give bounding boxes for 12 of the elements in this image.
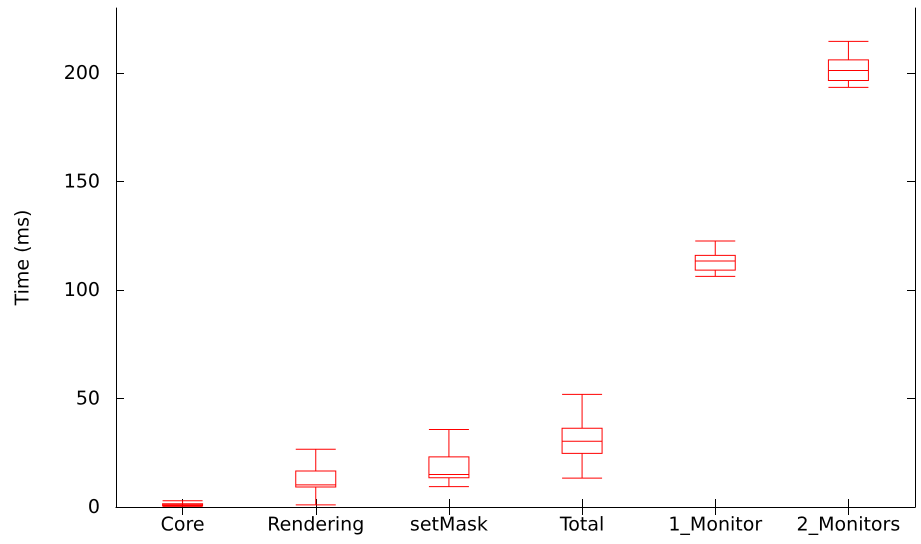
y-tick-label: 200 xyxy=(64,62,100,84)
x-tick-label: Core xyxy=(160,514,205,536)
y-tick-label: 150 xyxy=(64,170,100,193)
x-tick-label: setMask xyxy=(410,514,488,536)
y-tick-label: 0 xyxy=(88,496,100,518)
y-tick-label: 100 xyxy=(64,279,100,302)
y-tick-label: 50 xyxy=(76,388,100,410)
x-tick-label: Rendering xyxy=(267,514,364,536)
x-tick-label: 2_Monitors xyxy=(796,514,900,536)
y-axis-title: Time (ms) xyxy=(12,210,34,306)
x-tick-label: 1_Monitor xyxy=(668,514,762,536)
x-tick-label: Total xyxy=(558,514,604,536)
